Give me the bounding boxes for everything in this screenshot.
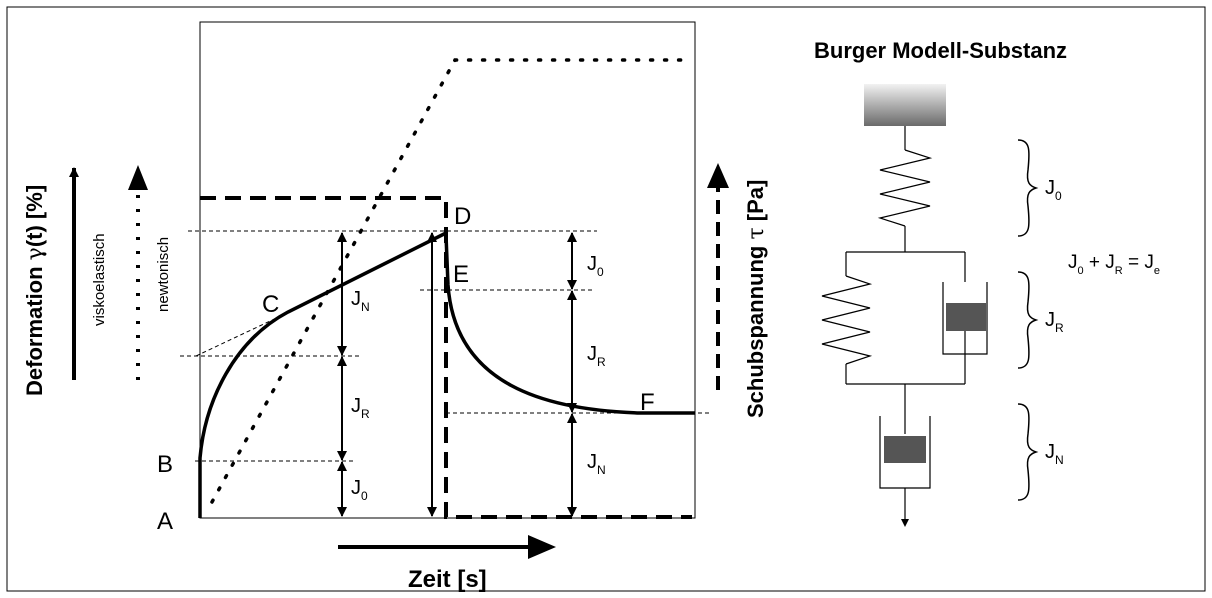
y-axis-right-label: Schubspannung τ [Pa] — [743, 180, 769, 418]
spring-jr — [821, 275, 873, 365]
newtonian-dotted-line — [210, 58, 692, 504]
outer-frame — [6, 6, 1206, 592]
brace-j0 — [1017, 139, 1039, 237]
jn-left-label: JN — [351, 288, 370, 314]
brace-jr — [1017, 271, 1039, 369]
compliance-equation: J0 + JR = Je — [1068, 252, 1160, 277]
point-a-label: A — [157, 508, 173, 535]
point-e-label: E — [453, 261, 469, 288]
recovery-curve — [444, 234, 695, 415]
dashpot-jn-piston — [884, 436, 926, 463]
model-jr-label: JR — [1045, 309, 1064, 335]
model-title: Burger Modell-Substanz — [814, 38, 1067, 63]
creep-curve — [198, 231, 447, 518]
time-arrowhead — [528, 535, 556, 559]
x-axis-label: Zeit [s] — [408, 566, 487, 593]
stress-step-dashed — [200, 196, 692, 519]
brace-jn — [1017, 403, 1039, 501]
fixed-wall — [864, 84, 946, 126]
point-c-label: C — [262, 291, 279, 318]
spring-j0 — [877, 149, 933, 227]
point-f-label: F — [640, 389, 655, 416]
viskoelastisch-label: viskoelastisch — [91, 233, 108, 326]
j0-right-label: J0 — [587, 253, 604, 279]
dashpot-jr-piston — [946, 303, 986, 331]
y-axis-left-label: Deformation γ(t) [%] — [22, 185, 48, 396]
newtonian-arrowhead — [128, 165, 148, 190]
newtonisch-label: newtonisch — [155, 237, 172, 312]
jr-right-label: JR — [587, 343, 606, 369]
load-arrowhead — [901, 519, 909, 527]
point-d-label: D — [454, 203, 471, 230]
jn-right-label: JN — [587, 451, 606, 477]
plot-box — [199, 21, 696, 519]
model-j0-label: J0 — [1045, 177, 1062, 203]
j0-left-label: J0 — [351, 477, 368, 503]
jr-left-label: JR — [351, 395, 370, 421]
model-structure — [821, 126, 988, 522]
model-jn-label: JN — [1045, 441, 1064, 467]
point-b-label: B — [157, 451, 173, 478]
stress-arrowhead — [707, 163, 729, 188]
